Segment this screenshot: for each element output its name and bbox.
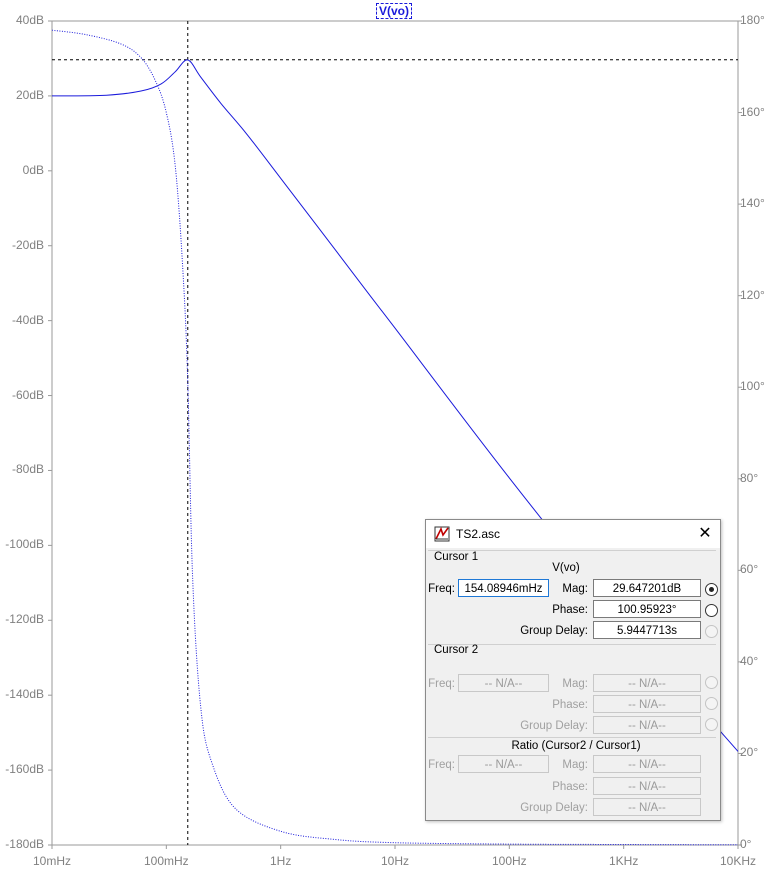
left-axis-tick-label: 40dB [15,13,44,27]
right-axis-tick-label: 80° [740,470,759,485]
cursor1-group-delay-field[interactable]: 5.9447713s [593,621,701,639]
ratio-mag-field[interactable]: -- N/A-- [593,755,701,773]
x-axis-tick-label: 100mHz [143,854,189,868]
left-axis-tick-label: -160dB [5,762,44,777]
ratio-freq-field[interactable]: -- N/A-- [458,755,549,773]
left-axis-tick-label: -20dB [11,237,44,252]
cursor2-group-delay-label: Group Delay: [520,720,588,732]
right-axis-tick-label: 180° [740,13,765,27]
x-axis-tick-label: 100Hz [491,854,527,868]
cursor2-group-divider [428,644,716,645]
phase-trace [51,29,739,846]
trace-label[interactable]: V(vo) [376,3,412,19]
cursor1-group-delay-label: Group Delay: [520,625,588,637]
left-axis-tick-label: 0dB [22,162,44,177]
cursor1-freq-field[interactable]: 154.08946mHz [458,579,549,597]
x-axis-tick-label: 10Hz [380,854,409,868]
left-axis-tick-label: -40dB [11,312,44,327]
right-axis-tick-label: 160° [740,104,765,119]
radio-selected-dot [709,587,714,592]
right-axis-tick-label: 60° [740,562,759,577]
ratio-mag-label: Mag: [562,759,588,771]
cursor1-group-delay-radio[interactable] [705,625,718,638]
left-axis-tick-label: -60dB [11,387,44,402]
right-axis-tick-label: 120° [740,287,765,302]
dialog-titlebar[interactable]: TS2.asc ✕ [426,520,720,548]
x-axis-tick-label: 1KHz [608,854,639,868]
cursor1-mag-label: Mag: [562,583,588,595]
magnitude-trace [51,59,739,752]
x-axis-tick-label: 1Hz [269,854,292,868]
cursor2-mag-label: Mag: [562,678,588,690]
dialog-title: TS2.asc [456,527,501,541]
cursor1-phase-field[interactable]: 100.95923° [593,600,701,618]
ratio-phase-label: Phase: [552,781,588,793]
ratio-freq-label: Freq: [428,759,455,771]
cursor1-phase-label: Phase: [552,604,588,616]
cursor2-group-delay-field[interactable]: -- N/A-- [593,716,701,734]
cursor1-phase-radio[interactable] [705,604,718,617]
left-axis-tick-label: -100dB [5,537,44,552]
cursor2-heading: Cursor 2 [434,644,479,656]
right-axis-tick-label: 0° [740,837,752,851]
cursor2-phase-label: Phase: [552,699,588,711]
ltspice-app-icon [434,526,450,542]
cursor2-group-delay-radio[interactable] [705,718,718,731]
cursor2-mag-radio[interactable] [705,676,718,689]
ratio-group-divider [428,737,716,738]
cursor1-trace-name: V(vo) [552,562,580,574]
cursor1-heading: Cursor 1 [434,551,479,563]
cursor2-freq-field[interactable]: -- N/A-- [458,674,549,692]
right-axis-tick-label: 40° [740,653,759,668]
ratio-group-delay-field[interactable]: -- N/A-- [593,798,701,816]
left-axis-tick-label: -80dB [11,462,44,477]
left-axis-tick-label: -140dB [5,687,44,702]
cursor1-group-divider [428,550,716,551]
cursor1-freq-label: Freq: [428,583,455,595]
x-axis-tick-label: 10mHz [32,854,71,868]
left-axis-tick-label: -180dB [5,837,44,851]
cursor2-phase-field[interactable]: -- N/A-- [593,695,701,713]
left-axis-tick-label: -120dB [5,612,44,627]
cursor-readout-dialog[interactable]: TS2.asc ✕ Cursor 1 V(vo) Freq: 154.08946… [425,519,721,821]
ratio-phase-field[interactable]: -- N/A-- [593,777,701,795]
left-axis-tick-label: 20dB [15,87,44,102]
right-axis-tick-label: 140° [740,196,765,211]
cursor2-freq-label: Freq: [428,678,455,690]
ratio-group-delay-label: Group Delay: [520,802,588,814]
right-axis-tick-label: 20° [740,745,759,760]
cursor1-mag-radio[interactable] [705,583,718,596]
close-icon[interactable]: ✕ [698,525,712,542]
cursor2-phase-radio[interactable] [705,697,718,710]
x-axis-tick-label: 10KHz [719,854,757,868]
cursor1-mag-field[interactable]: 29.647201dB [593,579,701,597]
right-axis-tick-label: 100° [740,379,765,394]
cursor2-mag-field[interactable]: -- N/A-- [593,674,701,692]
ratio-heading: Ratio (Cursor2 / Cursor1) [511,740,641,752]
